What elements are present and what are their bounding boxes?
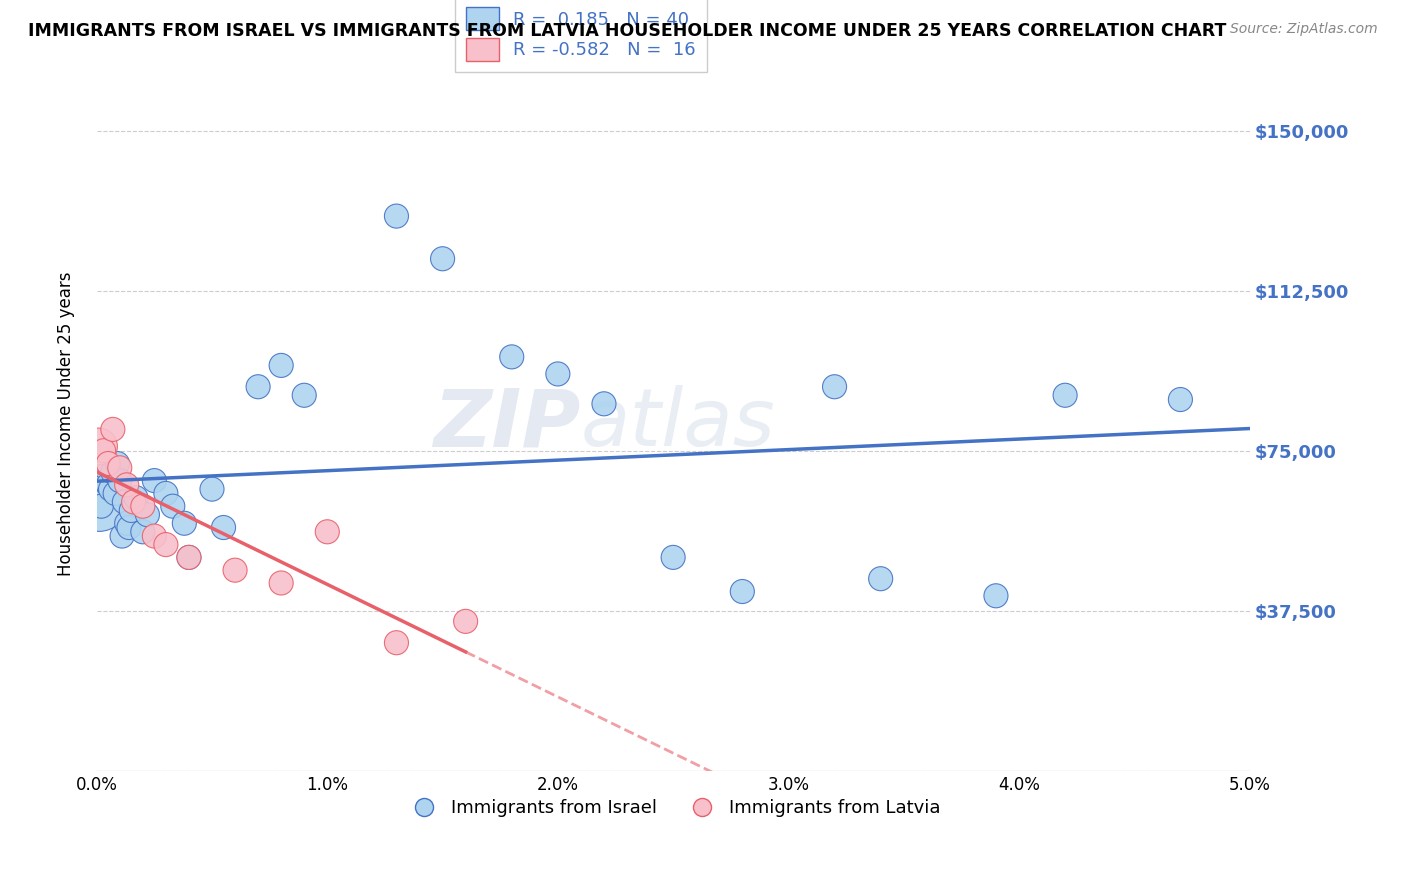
Point [118, 520, 141, 534]
Point [120, 503, 142, 517]
Point [108, 460, 131, 475]
Point [94, 460, 117, 475]
Point [316, 524, 339, 539]
Point [97, 478, 120, 492]
Point [162, 499, 184, 513]
Point [177, 550, 200, 565]
Point [385, 636, 408, 650]
Point [270, 576, 292, 591]
Text: atlas: atlas [581, 385, 776, 463]
Point [501, 350, 523, 364]
Point [984, 589, 1007, 603]
Legend: Immigrants from Israel, Immigrants from Latvia: Immigrants from Israel, Immigrants from … [398, 791, 948, 824]
Point [87, 440, 110, 454]
Point [385, 209, 408, 223]
Point [454, 615, 477, 629]
Point [122, 495, 145, 509]
Point [132, 524, 155, 539]
Point [101, 465, 124, 479]
Point [90, 499, 112, 513]
Point [869, 572, 891, 586]
Point [212, 520, 235, 534]
Point [125, 491, 148, 505]
Point [104, 486, 127, 500]
Point [115, 478, 138, 492]
Point [432, 252, 454, 266]
Point [136, 508, 159, 522]
Point [662, 550, 685, 565]
Point [97, 457, 120, 471]
Point [143, 529, 166, 543]
Point [270, 359, 292, 373]
Point [292, 388, 315, 402]
Point [108, 474, 131, 488]
Point [112, 495, 135, 509]
Point [247, 380, 270, 394]
Point [173, 516, 195, 531]
Point [224, 563, 246, 577]
Point [824, 380, 846, 394]
Point [1054, 388, 1077, 402]
Point [101, 422, 124, 436]
Point [111, 529, 134, 543]
Point [201, 482, 224, 496]
Point [731, 584, 754, 599]
Text: IMMIGRANTS FROM ISRAEL VS IMMIGRANTS FROM LATVIA HOUSEHOLDER INCOME UNDER 25 YEA: IMMIGRANTS FROM ISRAEL VS IMMIGRANTS FRO… [28, 22, 1226, 40]
Point [93, 474, 115, 488]
Point [143, 474, 166, 488]
Point [93, 443, 115, 458]
Point [132, 499, 155, 513]
Point [177, 550, 200, 565]
Point [547, 367, 569, 381]
Y-axis label: Householder Income Under 25 years: Householder Income Under 25 years [58, 272, 75, 576]
Point [155, 486, 177, 500]
Point [155, 538, 177, 552]
Point [107, 457, 129, 471]
Point [1170, 392, 1192, 407]
Point [87, 495, 110, 509]
Text: ZIP: ZIP [433, 385, 581, 463]
Point [115, 516, 138, 531]
Point [593, 397, 616, 411]
Text: Source: ZipAtlas.com: Source: ZipAtlas.com [1230, 22, 1378, 37]
Point [100, 482, 122, 496]
